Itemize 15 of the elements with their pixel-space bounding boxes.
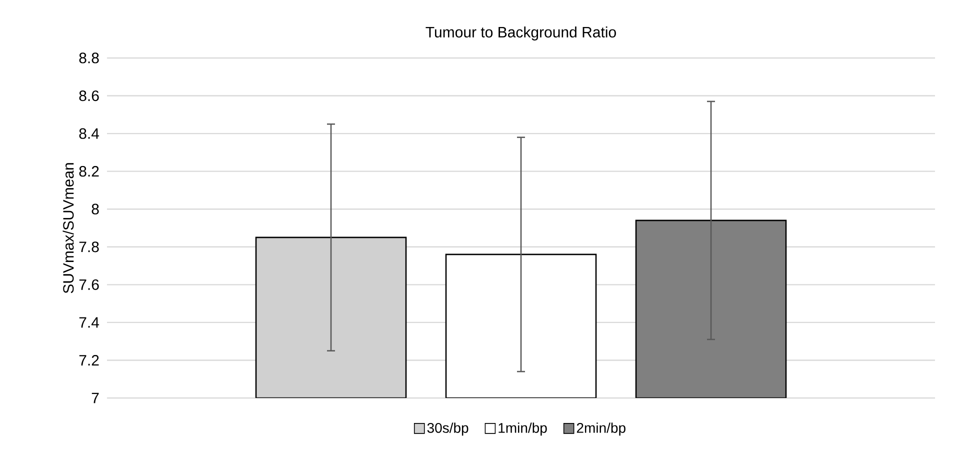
y-tick-label: 7.6 — [79, 279, 99, 290]
series-label: 1min/bp — [498, 422, 547, 436]
y-tick-label: 8.4 — [79, 128, 100, 139]
y-tick-label: 7.4 — [79, 317, 100, 328]
y-tick-label: 8.6 — [79, 90, 99, 102]
legend-label: 30s/bp — [427, 422, 468, 436]
legend-label: 2min/bp — [576, 422, 626, 436]
y-tick-label: 7.8 — [79, 242, 99, 252]
y-axis-title: SUVmax/SUVmean — [62, 163, 74, 294]
y-tick-label: 7 — [92, 392, 99, 404]
y-tick-label: 8 — [92, 204, 99, 214]
chart-title: Tumour to Background Ratio — [426, 26, 616, 40]
y-tick-label: 8.8 — [79, 52, 99, 64]
y-tick-label: 7.2 — [79, 354, 99, 366]
y-tick-label: 8.2 — [79, 166, 99, 177]
